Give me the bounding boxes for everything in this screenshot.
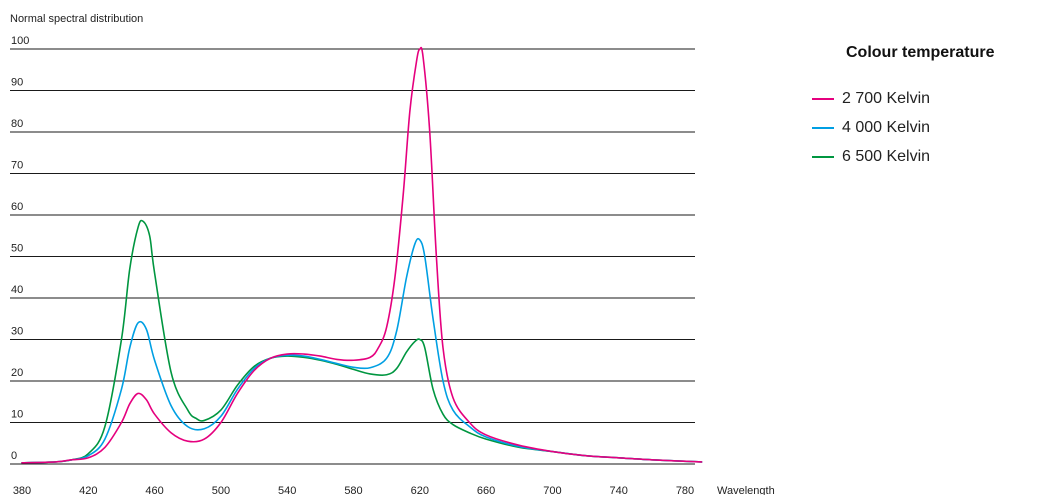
x-tick-label-540: 540: [278, 485, 296, 495]
grid-layer: [10, 48, 695, 465]
x-tick-label-460: 460: [145, 485, 163, 495]
series-line-2-700-kelvin: [21, 46, 703, 464]
legend-swatch: [812, 97, 834, 100]
legend-title: Colour temperature: [846, 44, 995, 61]
y-axis-title: Normal spectral distribution: [10, 13, 143, 25]
legend-swatch: [812, 126, 834, 129]
series-line-4-000-kelvin: [21, 237, 703, 464]
x-tick-label-620: 620: [411, 485, 429, 495]
series-line-6-500-kelvin: [21, 219, 703, 464]
x-tick-label-740: 740: [610, 485, 628, 495]
x-tick-label-500: 500: [212, 485, 230, 495]
series-layer: [21, 46, 703, 464]
legend-label: 6 500 Kelvin: [842, 147, 931, 165]
x-axis-title: Wavelength: [717, 485, 775, 495]
y-tick-label-40: 40: [11, 284, 23, 296]
x-tick-label-700: 700: [543, 485, 561, 495]
legend-label: 4 000 Kelvin: [842, 118, 931, 136]
y-tick-label-20: 20: [11, 367, 23, 379]
y-tick-label-70: 70: [11, 160, 23, 172]
y-tick-label-100: 100: [11, 35, 29, 47]
legend: Colour temperature 2 700 Kelvin 4 000 Ke…: [812, 44, 1032, 171]
y-tick-label-10: 10: [11, 409, 23, 421]
x-tick-label-420: 420: [79, 485, 97, 495]
legend-item-2700-kelvin: 2 700 Kelvin: [812, 84, 1032, 113]
legend-item-4000-kelvin: 4 000 Kelvin: [812, 113, 1032, 142]
legend-item-6500-kelvin: 6 500 Kelvin: [812, 142, 1032, 171]
y-tick-label-80: 80: [11, 118, 23, 130]
y-tick-label-30: 30: [11, 326, 23, 338]
x-tick-labels: 380 420 460 500 540 580 620 660 700 740 780: [13, 485, 694, 495]
y-tick-label-50: 50: [11, 243, 23, 255]
y-tick-labels: 0 10 20 30 40 50 60 70 80 90 100: [11, 35, 29, 462]
x-tick-label-660: 660: [477, 485, 495, 495]
x-tick-label-580: 580: [344, 485, 362, 495]
y-tick-label-60: 60: [11, 201, 23, 213]
y-tick-label-90: 90: [11, 77, 23, 89]
legend-label: 2 700 Kelvin: [842, 89, 931, 107]
y-tick-label-0: 0: [11, 450, 17, 462]
x-tick-label-380: 380: [13, 485, 31, 495]
legend-swatch: [812, 155, 834, 158]
x-tick-label-780: 780: [676, 485, 694, 495]
